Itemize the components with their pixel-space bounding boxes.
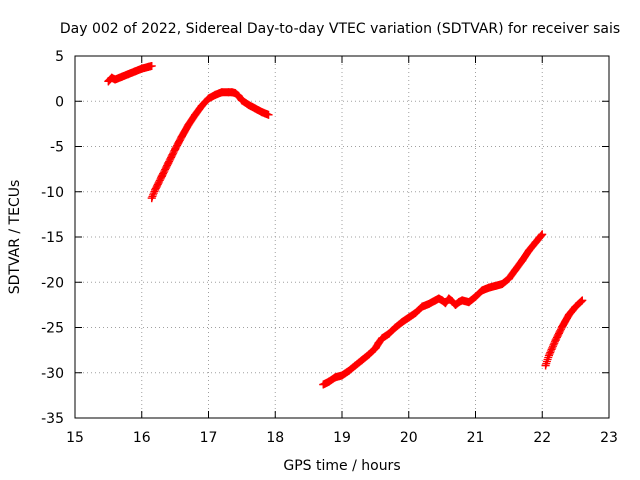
x-tick-label: 21 <box>467 430 485 446</box>
data-point <box>217 88 226 97</box>
data-point <box>211 90 220 99</box>
data-point <box>374 338 383 347</box>
data-point <box>319 380 328 389</box>
data-point <box>364 350 373 359</box>
data-point <box>324 377 333 386</box>
x-tick-label: 18 <box>266 430 284 446</box>
data-point <box>378 334 387 343</box>
data-point <box>498 280 507 289</box>
data-point <box>424 299 433 308</box>
data-point <box>464 298 473 307</box>
data-point <box>251 104 260 113</box>
data-points <box>104 61 587 389</box>
data-point <box>571 302 580 311</box>
data-point <box>398 318 407 327</box>
y-tick-label: -10 <box>41 185 64 201</box>
chart-title: Day 002 of 2022, Sidereal Day-to-day VTE… <box>60 21 620 37</box>
data-point <box>551 336 560 345</box>
data-point <box>147 194 156 203</box>
data-point <box>351 361 360 370</box>
data-point <box>491 281 500 290</box>
data-point <box>338 371 346 380</box>
x-tick-label: 19 <box>333 430 351 446</box>
x-tick-label: 22 <box>533 430 551 446</box>
data-point <box>471 292 480 301</box>
data-point <box>404 313 413 322</box>
axes: 15 16 17 18 19 20 21 22 23 -35 -30 -25 -20 -15 -10 -5 0 5 <box>41 49 618 446</box>
data-point <box>171 145 180 154</box>
data-point <box>524 246 533 255</box>
data-point <box>177 132 186 141</box>
data-point <box>384 329 393 338</box>
data-point <box>544 351 553 360</box>
data-point <box>131 67 140 76</box>
x-tick-label: 20 <box>400 430 418 446</box>
data-point <box>234 91 243 100</box>
data-point <box>358 356 367 365</box>
data-point <box>578 296 587 305</box>
data-point <box>504 274 513 283</box>
y-tick-label: -35 <box>41 411 64 427</box>
data-point <box>458 296 467 305</box>
y-tick-label: 0 <box>55 94 64 110</box>
y-tick-label: -5 <box>50 140 64 156</box>
data-point <box>344 366 353 375</box>
data-point <box>237 96 246 105</box>
data-point <box>147 61 156 70</box>
data-point <box>257 108 266 117</box>
data-point <box>124 70 133 79</box>
x-tick-label: 17 <box>200 430 218 446</box>
data-point <box>441 299 450 308</box>
data-point <box>111 75 120 84</box>
y-tick-label: -15 <box>41 230 64 246</box>
data-point <box>164 158 173 167</box>
data-point <box>418 302 427 311</box>
data-point <box>117 72 126 81</box>
data-point <box>531 238 540 247</box>
data-point <box>151 185 160 194</box>
y-tick-label: -20 <box>41 275 64 291</box>
data-point <box>157 172 166 181</box>
data-point <box>538 230 547 239</box>
y-tick-label: -30 <box>41 366 64 382</box>
data-point <box>511 265 520 274</box>
data-point <box>478 286 487 295</box>
data-point <box>197 101 206 110</box>
data-point <box>391 323 400 332</box>
data-point <box>184 120 193 129</box>
data-point <box>558 322 567 331</box>
data-point <box>564 310 573 319</box>
x-tick-label: 23 <box>600 430 618 446</box>
series-trace <box>147 88 272 203</box>
data-point <box>371 344 380 353</box>
data-point <box>137 64 146 73</box>
y-tick-label: 5 <box>55 49 64 65</box>
data-point <box>191 110 200 119</box>
data-point <box>541 361 550 370</box>
data-point <box>264 110 273 119</box>
x-tick-label: 16 <box>133 430 151 446</box>
series-trace <box>541 296 586 370</box>
data-point <box>331 373 340 382</box>
y-tick-label: -25 <box>41 321 64 337</box>
x-axis-label: GPS time / hours <box>283 458 400 474</box>
x-tick-label: 15 <box>66 430 84 446</box>
data-point <box>204 94 213 103</box>
data-point <box>518 256 527 265</box>
grid <box>75 56 609 418</box>
data-point <box>484 283 493 292</box>
data-point <box>411 309 420 318</box>
data-point <box>244 100 253 109</box>
y-axis-label: SDTVAR / TECUs <box>7 180 23 295</box>
